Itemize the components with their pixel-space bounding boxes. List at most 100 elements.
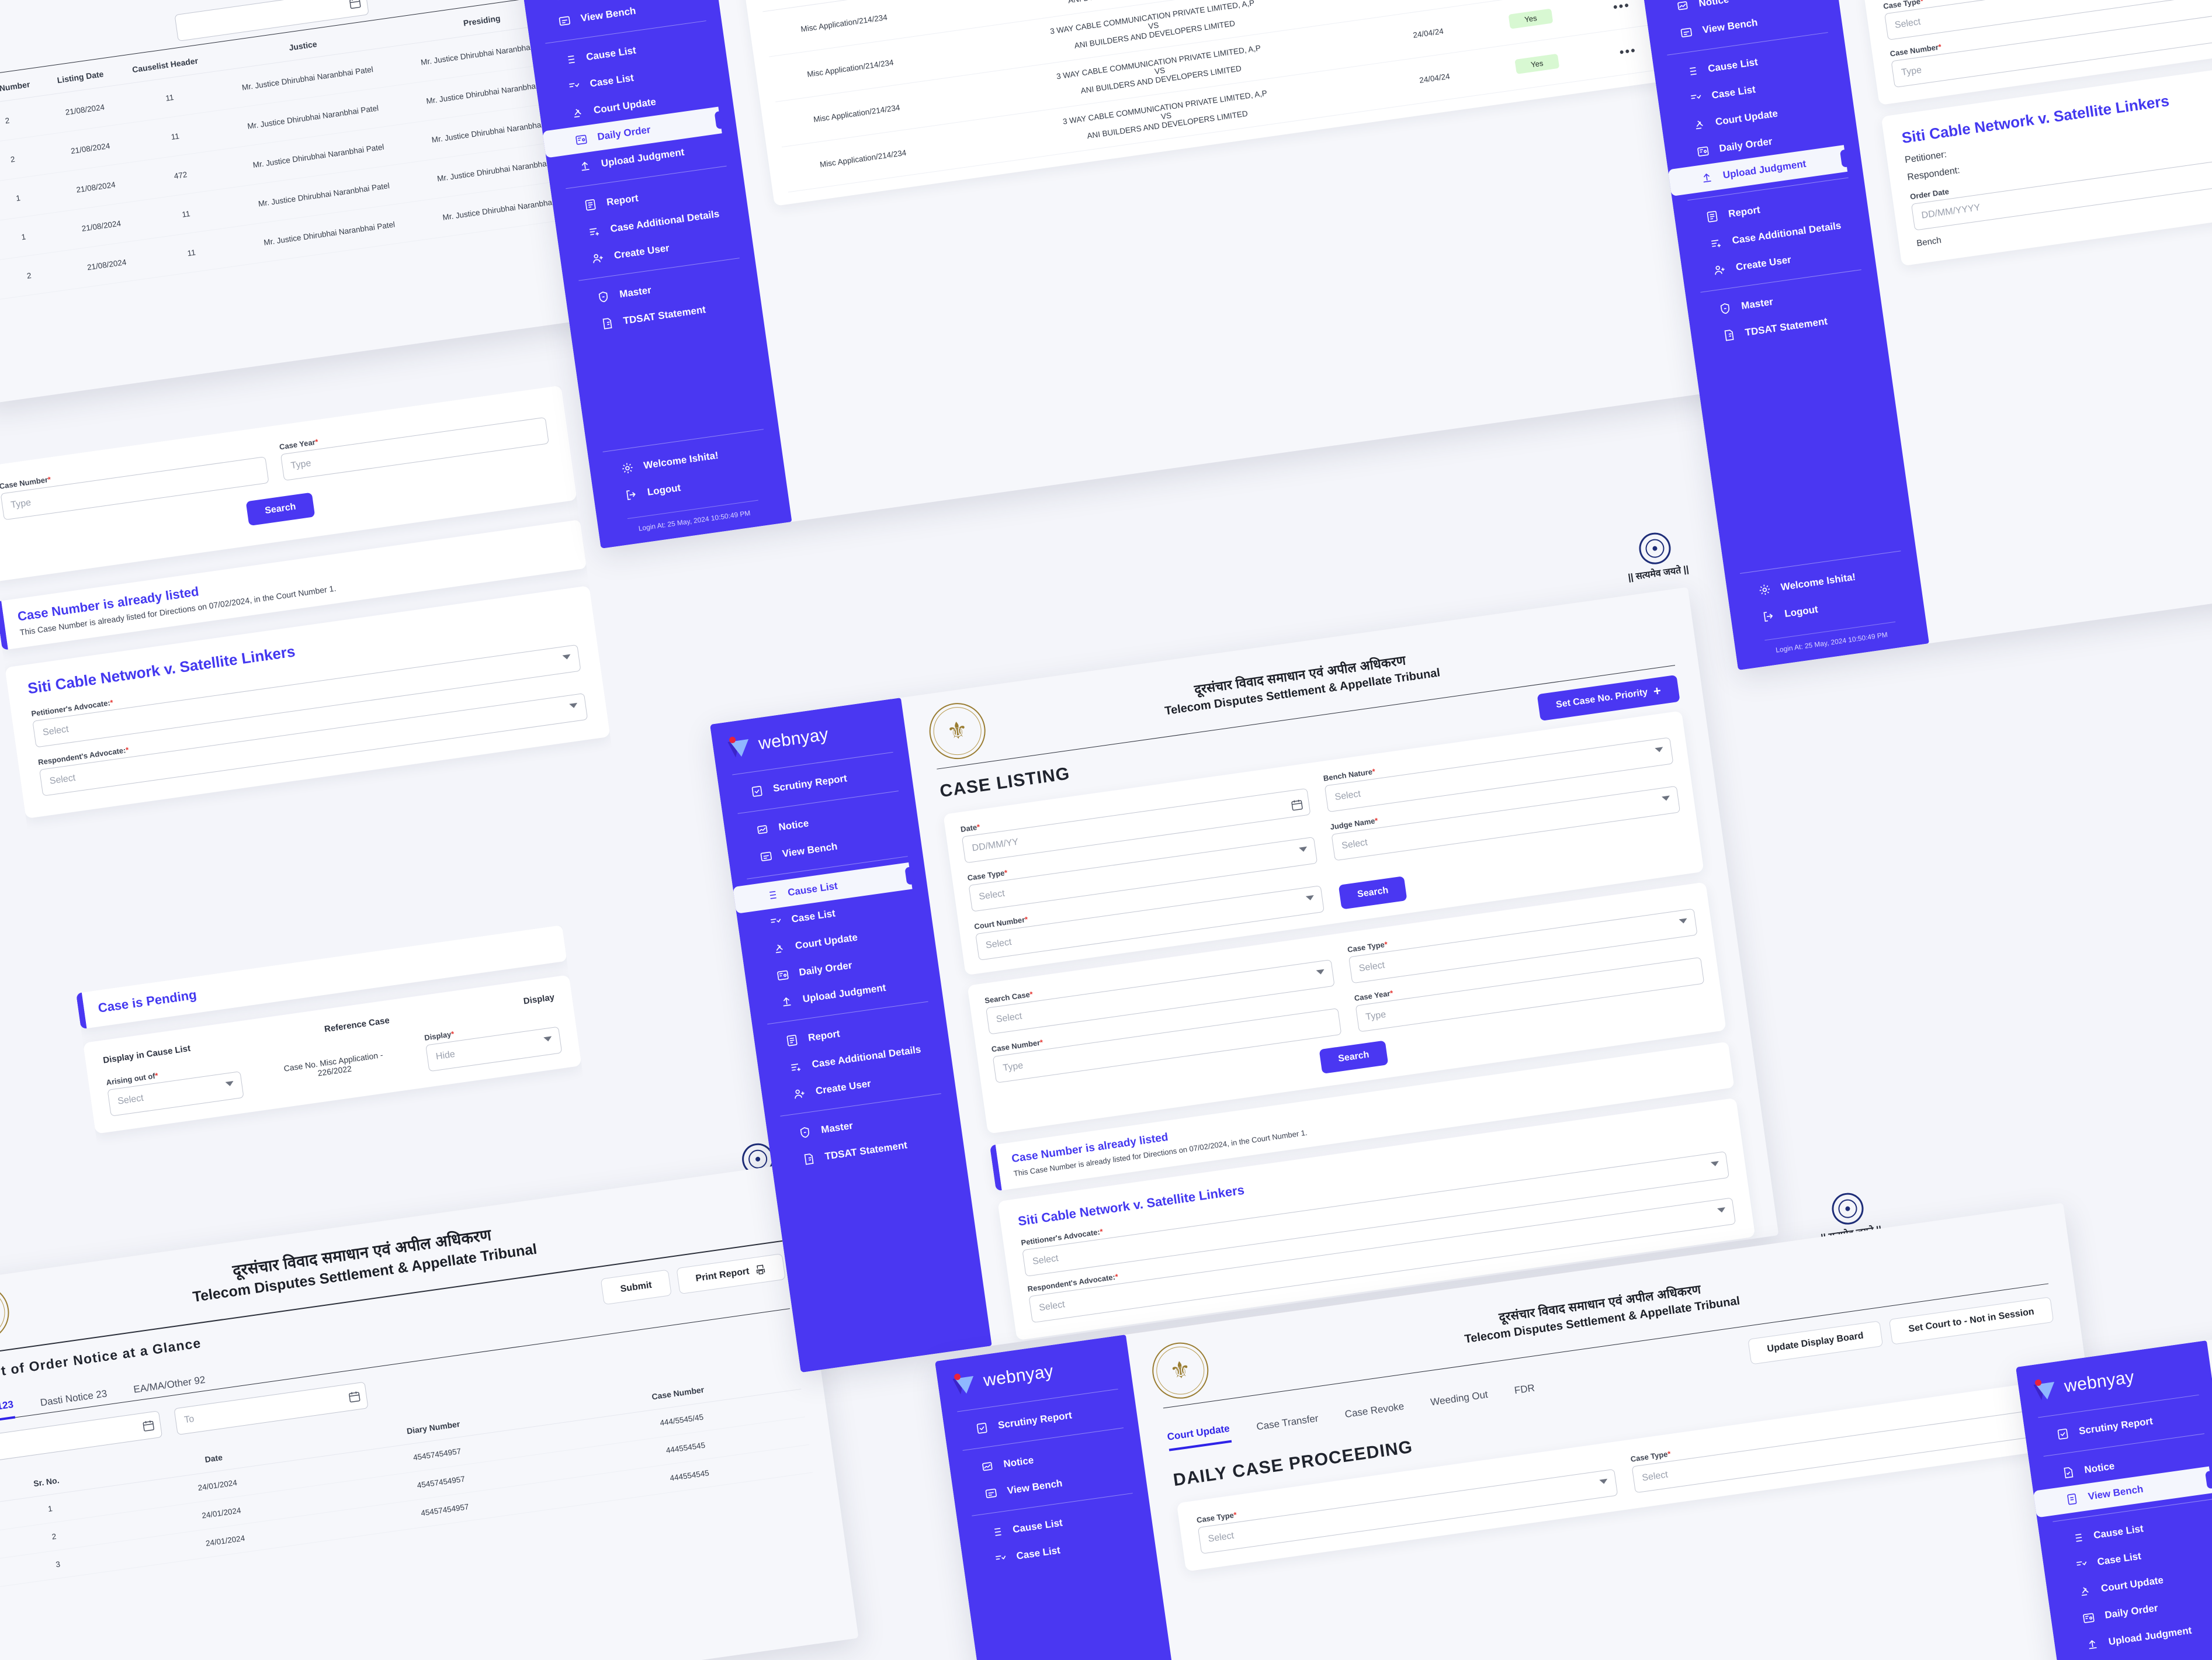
sidebar-item-view-bench[interactable]: View Bench — [2033, 1466, 2212, 1518]
sidebar-item-master[interactable]: Master — [580, 264, 744, 313]
tab-notice[interactable]: Notice 123 — [0, 1398, 16, 1426]
set-court-not-in-session-button[interactable]: Set Court to - Not in Session — [1888, 1297, 2054, 1345]
sidebar: webnyay Scrutiny Report Notice View Benc… — [710, 698, 992, 1373]
sidebar-item-upload-judgment[interactable]: Upload Judgment — [1667, 145, 1848, 197]
sidebar-item-view-bench[interactable]: View Bench — [1663, 0, 1828, 49]
sidebar-item-scrutiny-report[interactable]: Scrutiny Report — [958, 1395, 1123, 1444]
bench-card-icon — [557, 13, 573, 29]
clipboard-check-icon — [2055, 1426, 2071, 1441]
tab-fdr[interactable]: FDR — [1513, 1382, 1535, 1396]
row-actions-button[interactable]: ••• — [1612, 0, 1631, 15]
sidebar-item-cause-list[interactable]: Cause List — [546, 27, 711, 76]
submit-button[interactable]: Submit — [601, 1269, 672, 1305]
sidebar-item-welcome[interactable]: Welcome Ishita! — [604, 435, 768, 484]
bullet-list-icon — [764, 888, 779, 903]
print-report-button[interactable]: Print Report — [675, 1253, 786, 1295]
sidebar-item-cause-list[interactable]: Cause List — [2054, 1505, 2212, 1554]
daily-order-table: Case No. Party Details Order Date Order … — [759, 0, 1663, 192]
sidebar-item-upload-judgment[interactable]: Upload Judgment — [561, 133, 726, 182]
tab-court-update[interactable]: Court Update — [1166, 1422, 1232, 1451]
document-check-icon — [553, 0, 568, 2]
sidebar-item-master[interactable]: Master — [1701, 276, 1866, 325]
update-display-board-button[interactable]: Update Display Board — [1748, 1321, 1884, 1365]
sidebar-item-scrutiny-report[interactable]: Scrutiny Report — [733, 758, 898, 808]
sidebar-item-daily-order[interactable]: Daily Order — [759, 942, 924, 992]
sidebar-item-label: View Bench — [1701, 16, 1759, 36]
sidebar-item-scrutiny-report[interactable]: Scrutiny Report — [2039, 1401, 2204, 1450]
sidebar-item-notice[interactable]: Notice — [2044, 1440, 2209, 1489]
upload-icon — [2085, 1637, 2100, 1652]
sidebar-item-case-list[interactable]: Case List — [550, 54, 715, 103]
sidebar-item-cause-list[interactable]: Cause List — [973, 1499, 1138, 1548]
search-button[interactable]: Search — [1338, 876, 1407, 910]
sidebar-item-case-list[interactable]: Case List — [751, 889, 916, 938]
list-check-icon — [1688, 90, 1704, 106]
sidebar-item-label: Cause List — [787, 880, 838, 899]
sidebar-item-court-update[interactable]: Court Update — [2061, 1558, 2212, 1607]
sidebar-item-view-bench[interactable]: View Bench — [968, 1461, 1132, 1510]
sidebar-item-welcome[interactable]: Welcome Ishita! — [1741, 557, 1906, 606]
sidebar-item-tdsat-statement[interactable]: TDSAT Statement — [583, 291, 748, 340]
sidebar-item-report[interactable]: Report — [567, 172, 731, 221]
sidebar-item-label: Scrutiny Report — [2078, 1415, 2154, 1437]
sidebar-item-upload-judgment[interactable]: Upload Judgment — [2068, 1612, 2212, 1660]
sidebar-item-case-additional-details[interactable]: Case Additional Details — [772, 1034, 937, 1083]
sidebar-item-case-additional-details[interactable]: Case Additional Details — [1692, 210, 1857, 259]
sidebar-item-notice[interactable]: Notice — [963, 1434, 1128, 1483]
sidebar-item-logout[interactable]: Logout — [608, 462, 772, 511]
sidebar: webnyay Scrutiny Report Notice — [508, 0, 792, 549]
sidebar-item-create-user[interactable]: Create User — [574, 226, 739, 275]
document-check-icon — [1674, 0, 1690, 14]
sidebar-item-view-bench[interactable]: View Bench — [541, 0, 706, 37]
gavel-icon — [1691, 117, 1707, 133]
sidebar-item-view-bench[interactable]: View Bench — [743, 824, 907, 873]
sidebar-item-report[interactable]: Report — [1689, 184, 1853, 233]
sidebar-item-cause-list[interactable]: Cause List — [1668, 39, 1833, 88]
order-card-icon — [2081, 1610, 2096, 1626]
list-plus-icon — [1708, 235, 1724, 251]
tab-case-transfer[interactable]: Case Transfer — [1256, 1412, 1319, 1433]
sidebar-item-notice[interactable]: Notice — [1659, 0, 1823, 22]
list-plus-icon — [586, 224, 602, 240]
search-button[interactable]: Search — [245, 492, 315, 526]
sidebar-item-court-update[interactable]: Court Update — [1676, 92, 1840, 141]
print-report-label: Print Report — [695, 1266, 750, 1284]
sidebar-item-tdsat-statement[interactable]: TDSAT Statement — [785, 1127, 949, 1176]
sidebar-item-tdsat-statement[interactable]: TDSAT Statement — [1705, 303, 1870, 352]
screen-view-bench-corner: webnyay Scrutiny Report Notice View Benc… — [2016, 1294, 2212, 1660]
sidebar-item-create-user[interactable]: Create User — [1696, 237, 1861, 286]
calendar-icon[interactable] — [1290, 798, 1305, 812]
tab-case-revoke[interactable]: Case Revoke — [1344, 1401, 1405, 1420]
sidebar-item-label: Upload Judgment — [1722, 158, 1807, 181]
calendar-icon[interactable] — [348, 0, 362, 11]
sidebar-item-case-list[interactable]: Case List — [976, 1526, 1141, 1575]
sidebar-item-upload-judgment[interactable]: Upload Judgment — [762, 969, 927, 1018]
sidebar-item-daily-order[interactable]: Daily Order — [2065, 1585, 2212, 1634]
calendar-icon[interactable] — [141, 1418, 156, 1433]
sidebar-item-court-update[interactable]: Court Update — [554, 80, 719, 129]
sidebar-item-master[interactable]: Master — [781, 1100, 946, 1149]
webnyay-logo-icon — [952, 1371, 978, 1396]
search-button[interactable]: Search — [1319, 1040, 1388, 1074]
sidebar-item-label: Daily Order — [2104, 1602, 2159, 1621]
sidebar-item-report[interactable]: Report — [768, 1008, 933, 1057]
sidebar-item-notice[interactable]: Notice — [739, 797, 903, 846]
row-actions-button[interactable]: ••• — [1618, 42, 1638, 60]
tab-ea-ma-other[interactable]: EA/MA/Other 92 — [133, 1374, 206, 1395]
sidebar-item-case-list[interactable]: Case List — [1672, 65, 1836, 115]
sidebar-item-create-user[interactable]: Create User — [776, 1061, 941, 1110]
sidebar-item-daily-order[interactable]: Daily Order — [1679, 119, 1844, 168]
sidebar-item-label: Notice — [2083, 1460, 2116, 1476]
nav-group-5: Master TDSAT Statement — [578, 258, 749, 346]
sidebar-item-label: Court Update — [592, 96, 657, 116]
sidebar-item-court-update[interactable]: Court Update — [755, 916, 920, 965]
sidebar-item-case-list[interactable]: Case List — [2057, 1532, 2212, 1581]
sidebar-item-logout[interactable]: Logout — [1745, 584, 1909, 633]
display-field: Display* Hide — [424, 1015, 563, 1072]
tab-weeding-out[interactable]: Weeding Out — [1430, 1388, 1489, 1408]
sidebar-item-case-additional-details[interactable]: Case Additional Details — [570, 199, 735, 248]
calendar-icon[interactable] — [347, 1389, 362, 1404]
tab-dasti-notice[interactable]: Dasti Notice 23 — [39, 1388, 108, 1409]
sidebar-item-cause-list[interactable]: Cause List — [733, 862, 913, 914]
sidebar-item-daily-order[interactable]: Daily Order — [542, 106, 722, 158]
